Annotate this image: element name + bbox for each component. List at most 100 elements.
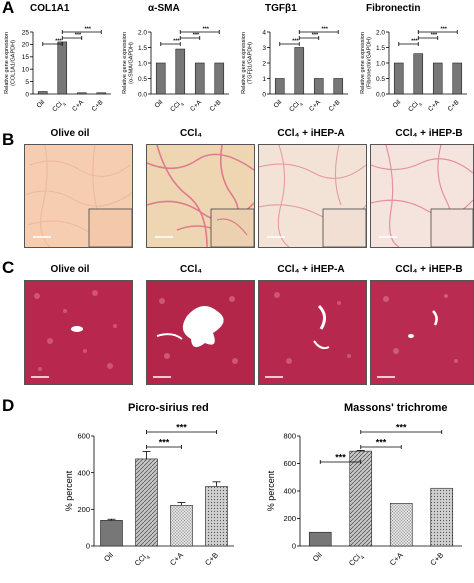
x-tick-label: C+A <box>168 551 185 568</box>
bar <box>389 503 413 547</box>
y-tick-label: 2 <box>262 60 266 67</box>
significance-label: *** <box>335 453 346 463</box>
sirius-red-image-ihep-b <box>370 144 474 248</box>
x-tick-label: C+A <box>427 98 441 112</box>
bar <box>313 78 324 95</box>
bar <box>333 78 344 95</box>
significance-label: *** <box>322 27 329 33</box>
y-tick-label: 4 <box>262 29 266 36</box>
trichrome-texture <box>147 281 254 384</box>
y-tick-label: 1.0 <box>138 60 147 67</box>
significance-label: *** <box>312 33 319 39</box>
x-tick-label: Oil <box>273 99 284 110</box>
trichrome-texture <box>25 281 132 384</box>
bar <box>430 487 454 547</box>
y-tick-label: 2.0 <box>376 29 385 36</box>
x-tick-label: C+B <box>447 99 461 113</box>
y-axis-label: % percent <box>266 470 276 511</box>
panel-letter-d: D <box>2 396 15 415</box>
x-tick-label: C+B <box>428 551 445 568</box>
panel-letter-b: B <box>2 130 15 149</box>
y-tick-label: 1.0 <box>376 60 385 67</box>
bar <box>57 41 68 95</box>
bar <box>274 78 285 95</box>
significance-label: *** <box>292 39 299 45</box>
bar <box>393 62 404 95</box>
y-tick-label: 1 <box>262 76 266 83</box>
chart-title-col1a1: COL1A1 <box>30 3 70 14</box>
sirius-red-texture <box>259 145 366 247</box>
significance-label: *** <box>173 39 180 45</box>
bar <box>37 91 48 95</box>
y-tick-label: 0.5 <box>138 76 147 83</box>
significance-label: *** <box>75 33 82 39</box>
chart-title-asma: α-SMA <box>148 3 180 14</box>
bar <box>205 486 228 547</box>
y-tick-label: 400 <box>283 487 296 496</box>
sirius-red-image-ccl4 <box>146 144 255 248</box>
panel-letter-a: A <box>2 0 15 17</box>
bar <box>175 48 186 95</box>
x-tick-label: C+A <box>71 98 85 112</box>
chart-title-fibronectin: Fibronectin <box>366 3 421 14</box>
y-tick-label: 600 <box>283 459 296 468</box>
y-tick-label: 0.0 <box>376 91 385 98</box>
y-axis-label: Relative gene expression(α-SMA/GAPDH) <box>122 32 134 94</box>
x-tick-label: Oil <box>36 99 47 110</box>
y-tick-label: 800 <box>283 432 296 441</box>
panel-c-label-olive-oil: Olive oil <box>50 264 90 275</box>
panel-c-label-ccl4-ihep-b: CCl₄ + iHEP-B <box>395 264 463 275</box>
x-tick-label: CCl4 <box>133 550 152 569</box>
y-tick-label: 0 <box>25 91 29 98</box>
significance-label: *** <box>85 27 92 33</box>
x-tick-label: C+B <box>328 99 342 113</box>
bar <box>100 520 123 547</box>
significance-label: *** <box>176 423 187 433</box>
trichrome-image-ihep-a <box>258 280 367 385</box>
trichrome-texture <box>371 281 473 384</box>
bar <box>308 531 332 547</box>
bar <box>294 47 305 95</box>
y-tick-label: 1.5 <box>376 45 385 52</box>
y-tick-label: 20 <box>22 42 30 49</box>
tgfb1-bar-chart: 0 1 2 3 4 Relative gene expression(TGFβ1/GAPD… <box>241 27 348 114</box>
x-tick-label: Oil <box>154 99 165 110</box>
trichrome-texture <box>259 281 366 384</box>
x-tick-label: C+A <box>189 98 203 112</box>
x-tick-label: C+A <box>308 98 322 112</box>
panel-c-label-ccl4: CCl₄ <box>180 264 202 275</box>
x-tick-label: C+A <box>388 551 405 568</box>
bar <box>214 62 225 95</box>
bar <box>349 450 373 547</box>
y-tick-label: 25 <box>22 29 30 36</box>
significance-label: *** <box>193 33 200 39</box>
x-tick-label: C+B <box>203 551 220 568</box>
bar <box>194 62 205 95</box>
x-tick-label: C+B <box>91 99 105 113</box>
y-tick-label: 10 <box>22 66 30 73</box>
y-axis-label: Relative gene expression(TGFβ1/GAPDH) <box>241 32 253 94</box>
x-tick-label: Oil <box>311 550 324 563</box>
panel-c-label-ccl4-ihep-a: CCl₄ + iHEP-A <box>277 264 345 275</box>
x-tick-label: CCl4 <box>51 99 67 115</box>
y-axis-label: Relative gene expression(COL1A1/GAPDH) <box>4 32 16 94</box>
chart-title-tgfb1: TGFβ1 <box>265 3 297 14</box>
significance-label: *** <box>396 423 407 433</box>
x-tick-label: Oil <box>102 550 115 563</box>
y-tick-label: 5 <box>25 79 29 86</box>
y-tick-label: 1.5 <box>138 45 147 52</box>
y-tick-label: 3 <box>262 45 266 52</box>
bar <box>135 458 158 547</box>
chart-title-masson: Massons' trichrome <box>344 402 448 414</box>
significance-label: *** <box>411 39 418 45</box>
x-tick-label: Oil <box>392 99 403 110</box>
x-tick-label: CCl4 <box>169 99 185 115</box>
y-tick-label: 2.0 <box>138 29 147 36</box>
panel-b-label-ccl4-ihep-b: CCl₄ + iHEP-B <box>395 128 463 139</box>
y-tick-label: 15 <box>22 54 30 61</box>
significance-label: *** <box>441 27 448 33</box>
picro-sirius-bar-chart: 0 200 400 600 % percent Oil CCl4 C+A C+B *** *** <box>64 423 234 570</box>
y-tick-label: 0 <box>86 542 90 551</box>
sirius-red-texture <box>25 145 132 247</box>
panel-b-label-ccl4-ihep-a: CCl₄ + iHEP-A <box>277 128 345 139</box>
